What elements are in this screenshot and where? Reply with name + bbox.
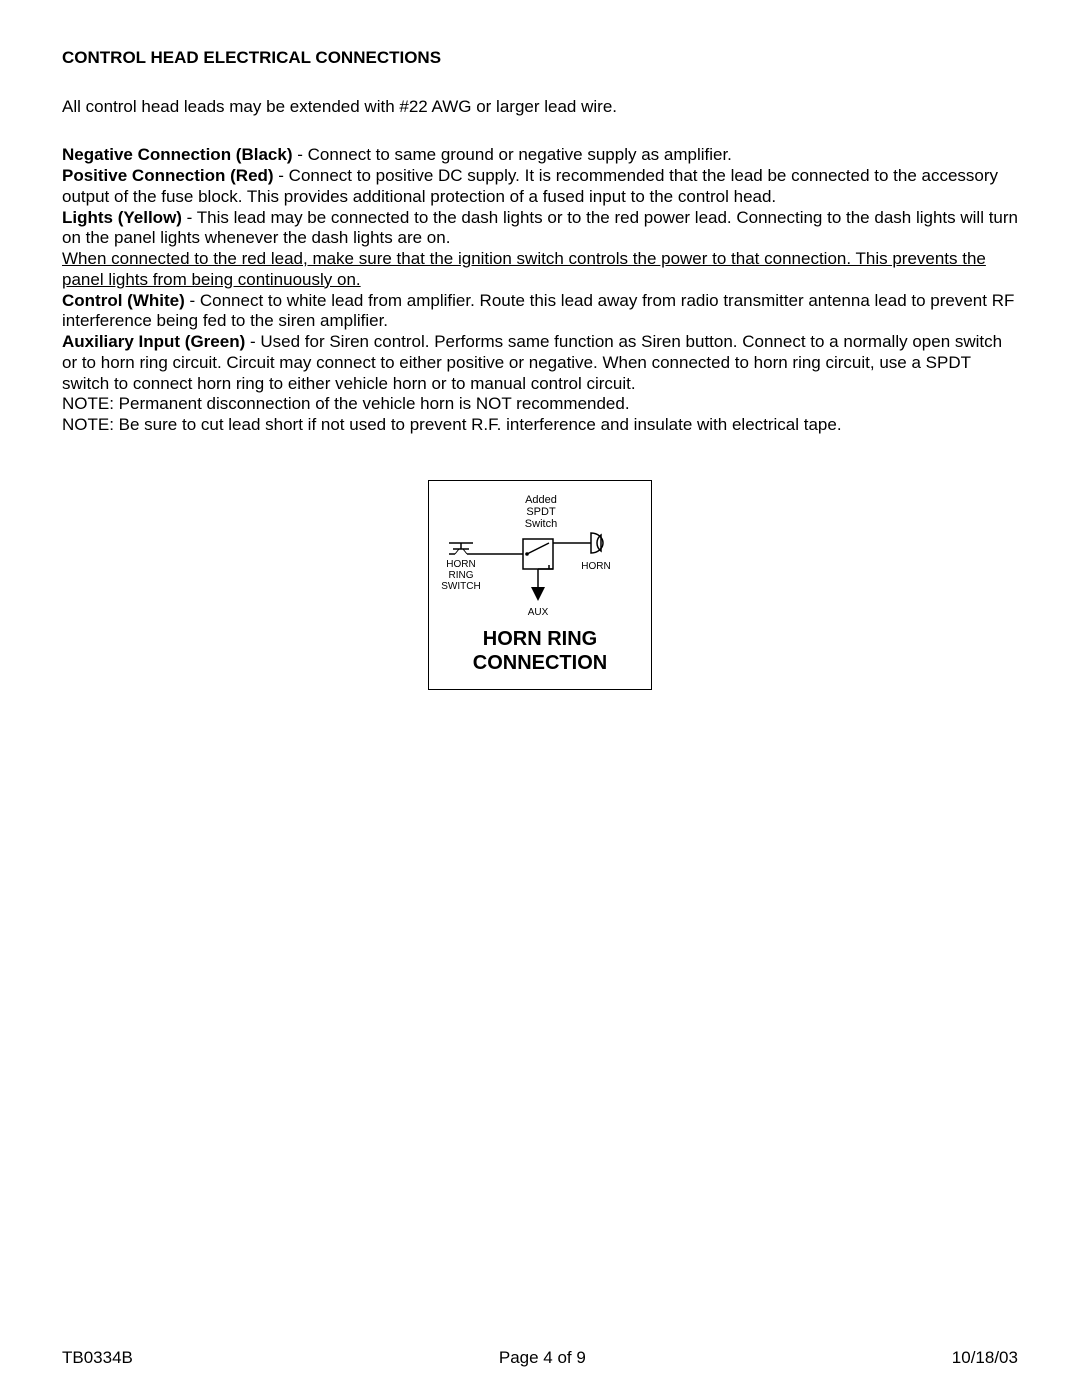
diagram-title: HORN RING CONNECTION bbox=[441, 627, 639, 675]
control-label: Control (White) bbox=[62, 291, 185, 310]
lights-underlined-note: When connected to the red lead, make sur… bbox=[62, 249, 1018, 290]
lights-connection: Lights (Yellow) - This lead may be conne… bbox=[62, 208, 1018, 249]
diagram-container: Added SPDT Switch bbox=[62, 480, 1018, 690]
aux-arrowhead-icon bbox=[531, 587, 545, 601]
diagram-text-horn-ring-1: HORN bbox=[446, 559, 475, 570]
negative-label: Negative Connection (Black) bbox=[62, 145, 293, 164]
control-text: - Connect to white lead from amplifier. … bbox=[62, 291, 1014, 331]
footer-document-id: TB0334B bbox=[62, 1348, 133, 1369]
negative-connection: Negative Connection (Black) - Connect to… bbox=[62, 145, 1018, 166]
horn-ring-diagram: Added SPDT Switch bbox=[428, 480, 652, 690]
diagram-text-horn: HORN bbox=[581, 561, 610, 572]
diagram-text-switch: Switch bbox=[525, 518, 557, 530]
diagram-text-added: Added bbox=[525, 494, 557, 506]
positive-label: Positive Connection (Red) bbox=[62, 166, 274, 185]
document-page: CONTROL HEAD ELECTRICAL CONNECTIONS All … bbox=[0, 0, 1080, 1397]
wiring-diagram-svg: Added SPDT Switch bbox=[441, 491, 641, 621]
section-title: CONTROL HEAD ELECTRICAL CONNECTIONS bbox=[62, 48, 1018, 69]
diagram-text-switch2: SWITCH bbox=[441, 581, 480, 592]
positive-connection: Positive Connection (Red) - Connect to p… bbox=[62, 166, 1018, 207]
control-connection: Control (White) - Connect to white lead … bbox=[62, 291, 1018, 332]
diagram-title-line2: CONNECTION bbox=[441, 651, 639, 675]
diagram-text-aux: AUX bbox=[528, 607, 549, 618]
lights-text: - This lead may be connected to the dash… bbox=[62, 208, 1018, 248]
aux-connection: Auxiliary Input (Green) - Used for Siren… bbox=[62, 332, 1018, 394]
lights-label: Lights (Yellow) bbox=[62, 208, 182, 227]
diagram-text-ring: RING bbox=[449, 570, 474, 581]
note-2: NOTE: Be sure to cut lead short if not u… bbox=[62, 415, 1018, 436]
diagram-title-line1: HORN RING bbox=[441, 627, 639, 651]
note-1: NOTE: Permanent disconnection of the veh… bbox=[62, 394, 1018, 415]
page-footer: TB0334B Page 4 of 9 10/18/03 bbox=[62, 1348, 1018, 1369]
footer-date: 10/18/03 bbox=[952, 1348, 1018, 1369]
diagram-text-spdt: SPDT bbox=[526, 506, 556, 518]
aux-label: Auxiliary Input (Green) bbox=[62, 332, 245, 351]
spdt-pivot bbox=[525, 552, 529, 556]
footer-page-number: Page 4 of 9 bbox=[499, 1348, 586, 1369]
connections-block: Negative Connection (Black) - Connect to… bbox=[62, 145, 1018, 435]
spdt-lever bbox=[527, 543, 549, 554]
intro-paragraph: All control head leads may be extended w… bbox=[62, 97, 1018, 118]
negative-text: - Connect to same ground or negative sup… bbox=[293, 145, 732, 164]
